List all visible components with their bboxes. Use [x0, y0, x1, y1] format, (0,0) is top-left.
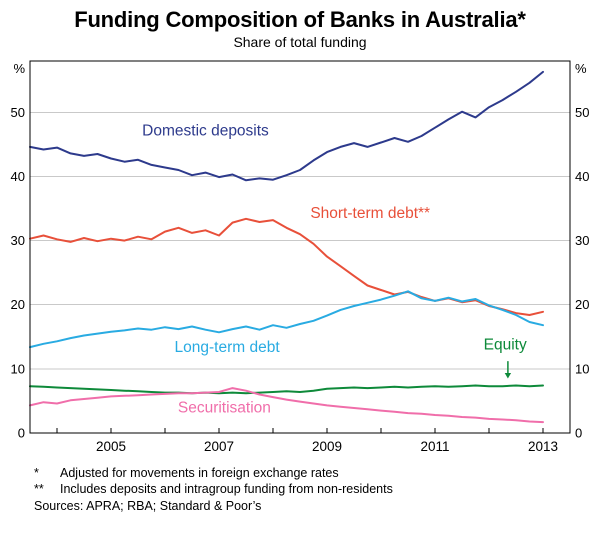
y-tick-label-left-40: 40 — [11, 169, 25, 184]
series-line-domestic-deposits — [29, 70, 544, 182]
y-axis-unit-left: % — [13, 61, 25, 76]
y-tick-label-right-20: 20 — [575, 297, 589, 312]
series-line-securitisation — [29, 387, 544, 424]
x-tick-label-2005: 2005 — [96, 439, 126, 454]
funding-composition-line-chart: 0 0 10 10 20 20 30 30 40 40 50 50% % 2005 2007 2009 2011… — [11, 60, 589, 454]
x-tick-label-2013: 2013 — [528, 439, 558, 454]
y-tick-label-left-20: 20 — [11, 297, 25, 312]
y-tick-label-right-0: 0 — [575, 426, 582, 441]
series-label-short-term-debt: Short-term debt** — [310, 205, 430, 222]
x-tick-label-2011: 2011 — [420, 439, 449, 454]
footnote-fx-adjustment: * Adjusted for movements in foreign exch… — [34, 465, 584, 481]
y-axis-unit-right: % — [575, 61, 587, 76]
y-tick-label-right-10: 10 — [575, 361, 589, 376]
series-line-equity — [29, 384, 544, 395]
x-tick-label-2009: 2009 — [312, 439, 342, 454]
sources-line: Sources: APRA; RBA; Standard & Poor’s — [34, 499, 262, 513]
y-tick-label-left-0: 0 — [18, 426, 25, 441]
series-line-long-term-debt — [29, 290, 544, 349]
chart-subtitle: Share of total funding — [233, 34, 367, 50]
series-label-securitisation: Securitisation — [178, 399, 271, 416]
footnote-marker: * — [34, 466, 39, 480]
y-tick-label-left-30: 30 — [11, 233, 25, 248]
y-tick-label-right-50: 50 — [575, 105, 589, 120]
label-arrowhead-equity — [504, 372, 512, 379]
y-tick-label-right-40: 40 — [575, 169, 589, 184]
chart-title: Funding Composition of Banks in Australi… — [74, 7, 526, 32]
y-tick-label-right-30: 30 — [575, 233, 589, 248]
series-label-domestic-deposits: Domestic deposits — [142, 122, 269, 139]
footnotes: * Adjusted for movements in foreign exch… — [0, 463, 600, 514]
series-label-equity: Equity — [484, 337, 527, 354]
x-tick-label-2007: 2007 — [204, 439, 234, 454]
footnote-text: Includes deposits and intragroup funding… — [60, 482, 393, 496]
y-tick-label-left-50: 50 — [11, 105, 25, 120]
y-tick-label-left-10: 10 — [11, 361, 25, 376]
footnote-marker: ** — [34, 482, 44, 496]
series-label-long-term-debt: Long-term debt — [175, 339, 281, 356]
plot-frame — [29, 60, 571, 434]
footnote-nonresident-funding: ** Includes deposits and intragroup fund… — [34, 481, 584, 497]
footnote-text: Adjusted for movements in foreign exchan… — [60, 466, 339, 480]
